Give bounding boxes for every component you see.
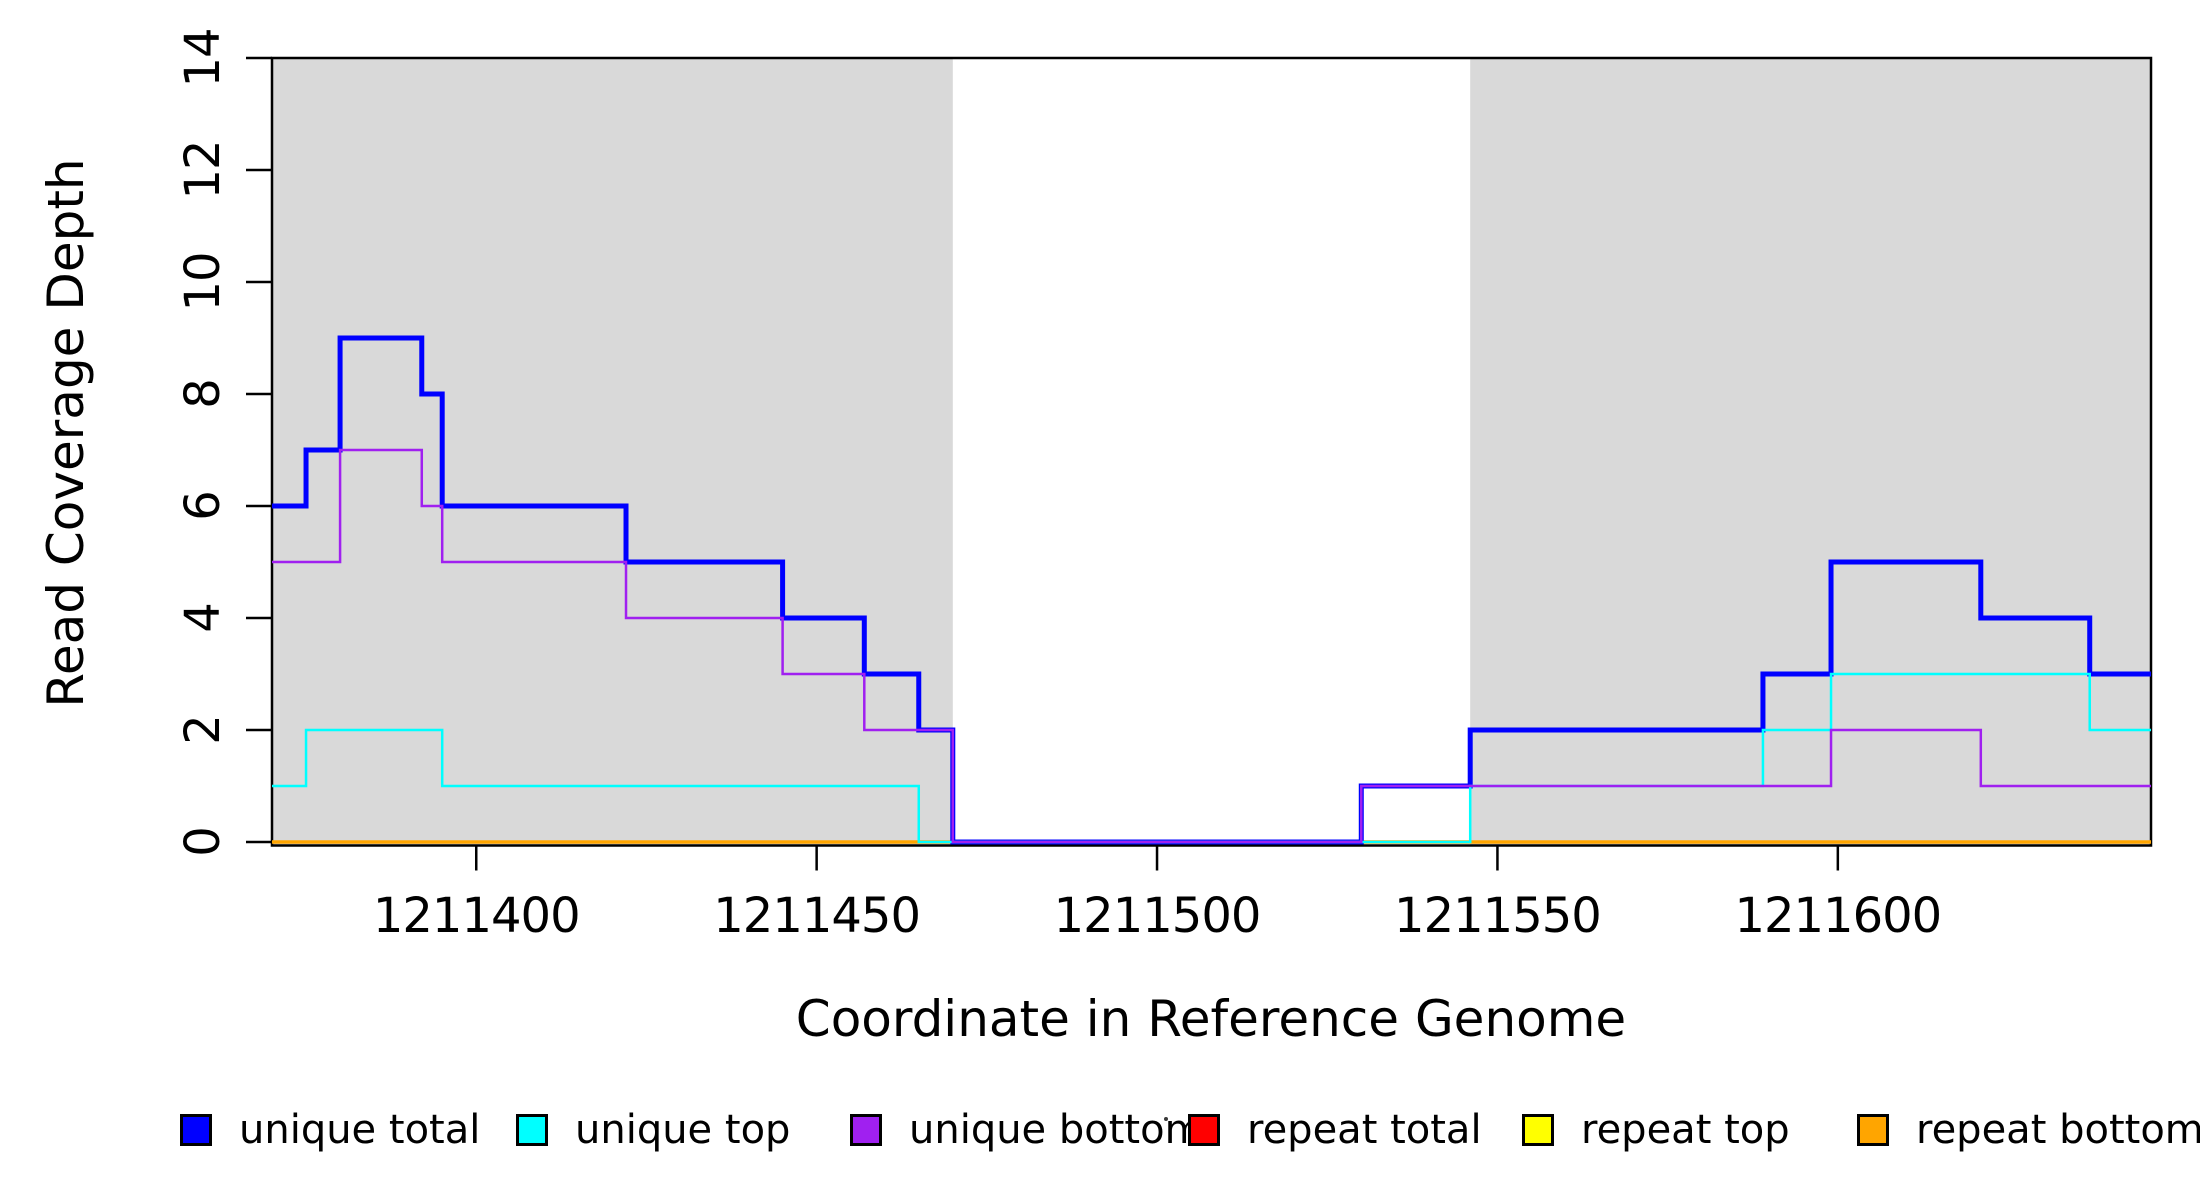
y-tick-label: 6: [175, 491, 231, 521]
chart-layers: 1211400 1211450 1211500 1211550 1211600 0 2 4 6 8…: [175, 28, 2153, 944]
legend-item-label: repeat total: [1247, 1107, 1482, 1153]
x-axis-title: Coordinate in Reference Genome: [796, 990, 1626, 1048]
legend-swatch: [180, 1114, 212, 1146]
stray-dot: [1164, 1117, 1168, 1121]
legend-swatch: [1522, 1114, 1554, 1146]
y-tick-label: 2: [175, 715, 231, 745]
x-tick-label: 1211550: [1394, 888, 1601, 944]
y-tick-label: 14: [175, 28, 231, 87]
legend-item-label: unique total: [239, 1107, 481, 1153]
y-tick-label: 0: [175, 827, 231, 857]
legend-item: unique total: [180, 1107, 481, 1153]
y-tick-label: 12: [175, 140, 231, 199]
legend-swatch: [1857, 1114, 1889, 1146]
y-axis-title: Read Coverage Depth: [37, 158, 95, 707]
legend-item-label: repeat bottom: [1916, 1107, 2200, 1153]
plot-border: [270, 56, 2153, 847]
series-line-unique-total: [272, 335, 2151, 845]
x-tick-label: 1211400: [373, 888, 580, 944]
x-tick-label: 1211450: [713, 888, 920, 944]
legend-swatch: [1188, 1114, 1220, 1146]
legend-swatch: [850, 1114, 882, 1146]
y-tick-label: 10: [175, 252, 231, 311]
shaded-region: [1470, 58, 2151, 846]
legend-item: repeat total: [1188, 1107, 1482, 1153]
legend-item: repeat bottom: [1857, 1107, 2200, 1153]
legend-item-label: unique top: [575, 1107, 791, 1153]
legend-item: repeat top: [1522, 1107, 1790, 1153]
y-tick-label: 4: [175, 603, 231, 633]
series-line-unique-bottom: [272, 448, 2151, 844]
x-tick-label: 1211500: [1054, 888, 1261, 944]
y-tick-label: 8: [175, 379, 231, 409]
x-tick-label: 1211600: [1734, 888, 1941, 944]
legend-item: unique top: [516, 1107, 791, 1153]
shaded-region: [272, 58, 953, 846]
series-line-unique-top: [272, 672, 2151, 844]
legend-item: unique bottom: [850, 1107, 1204, 1153]
legend-item-label: unique bottom: [909, 1107, 1204, 1153]
legend-swatch: [516, 1114, 548, 1146]
legend-item-label: repeat top: [1581, 1107, 1790, 1153]
